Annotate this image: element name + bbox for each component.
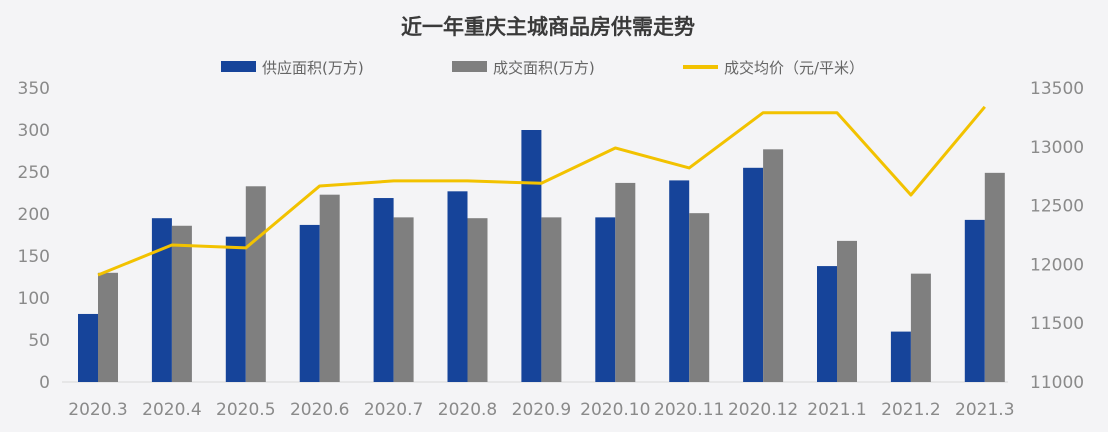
y-left-tick-label: 300 — [18, 121, 50, 141]
y-axis-left: 0 50 100 150 200 250 300 350 — [18, 79, 50, 393]
chart-title: 近一年重庆主城商品房供需走势 — [401, 15, 695, 39]
y-right-tick-label: 12500 — [1030, 197, 1084, 217]
y-right-tick-label: 13000 — [1030, 138, 1084, 158]
bar-transaction — [615, 182, 636, 382]
x-tick-label: 2020.10 — [580, 400, 650, 420]
bar-transaction — [689, 213, 710, 382]
x-tick-label: 2021.3 — [955, 400, 1014, 420]
y-right-tick-label: 13500 — [1030, 79, 1084, 99]
bar-supply — [447, 191, 468, 382]
bars — [78, 130, 1005, 382]
x-axis-labels: 2020.3 2020.4 2020.5 2020.6 2020.7 2020.8 2020… — [68, 400, 1014, 420]
bar-transaction — [393, 217, 414, 382]
x-tick-label: 2020.12 — [728, 400, 798, 420]
legend-swatch-price — [683, 65, 718, 69]
x-tick-label: 2020.11 — [654, 400, 724, 420]
x-tick-label: 2020.7 — [364, 400, 423, 420]
bar-supply — [669, 180, 690, 382]
bar-transaction — [245, 186, 266, 382]
bar-supply — [817, 266, 837, 382]
x-tick-label: 2020.3 — [68, 400, 127, 420]
bar-supply — [151, 218, 172, 382]
legend: 供应面积(万方) 成交面积(万方) 成交均价（元/平米） — [221, 59, 864, 77]
legend-label-transaction: 成交面积(万方) — [493, 59, 595, 77]
bar-transaction — [541, 217, 562, 382]
bar-supply — [225, 236, 246, 382]
bar-supply — [373, 198, 394, 382]
legend-label-supply: 供应面积(万方) — [262, 59, 364, 77]
bar-transaction — [837, 240, 857, 382]
bar-supply — [78, 313, 98, 382]
bar-transaction — [910, 273, 931, 382]
x-tick-label: 2020.6 — [290, 400, 349, 420]
y-left-tick-label: 150 — [18, 247, 50, 267]
y-right-tick-label: 11000 — [1030, 373, 1084, 393]
legend-label-price: 成交均价（元/平米） — [724, 59, 864, 77]
bar-supply — [964, 219, 985, 382]
legend-swatch-transaction — [452, 61, 487, 72]
x-tick-label: 2021.2 — [881, 400, 940, 420]
x-tick-label: 2020.5 — [216, 400, 275, 420]
bar-transaction — [984, 172, 1005, 382]
y-right-tick-label: 11500 — [1030, 314, 1084, 334]
bar-transaction — [171, 225, 192, 382]
price-line — [97, 105, 986, 277]
bar-supply — [595, 217, 616, 382]
x-tick-label: 2020.9 — [512, 400, 571, 420]
bar-supply — [299, 224, 320, 382]
y-left-tick-label: 100 — [18, 289, 50, 309]
x-tick-label: 2020.4 — [142, 400, 201, 420]
x-tick-label: 2021.1 — [807, 400, 866, 420]
bar-supply — [743, 167, 764, 382]
bar-supply — [521, 130, 542, 382]
bar-transaction — [98, 272, 118, 382]
bar-transaction — [763, 149, 784, 382]
bar-supply — [890, 331, 911, 382]
bar-transaction — [319, 194, 340, 382]
y-left-tick-label: 50 — [28, 331, 50, 351]
y-left-tick-label: 200 — [18, 205, 50, 225]
y-axis-right: 11000 11500 12000 12500 13000 13500 — [1030, 79, 1084, 393]
legend-swatch-supply — [221, 61, 256, 72]
bar-transaction — [467, 218, 488, 382]
x-tick-label: 2020.8 — [438, 400, 497, 420]
y-right-tick-label: 12000 — [1030, 255, 1084, 275]
y-left-tick-label: 350 — [18, 79, 50, 99]
y-left-tick-label: 250 — [18, 163, 50, 183]
y-left-tick-label: 0 — [39, 373, 50, 393]
